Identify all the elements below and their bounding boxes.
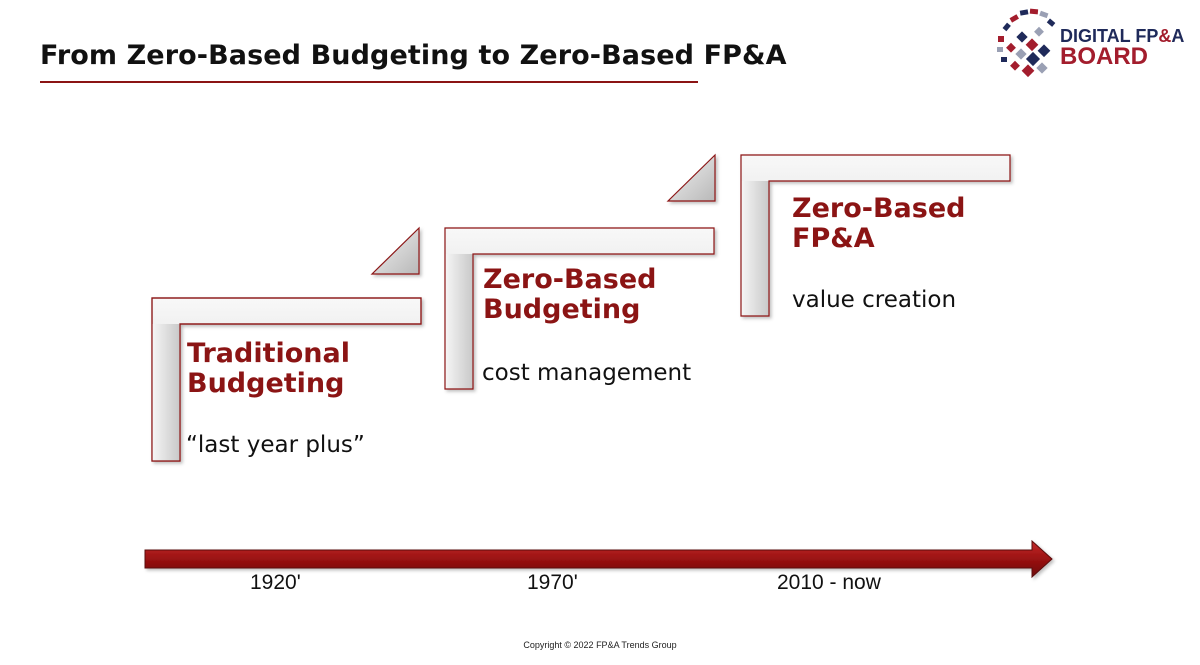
step-zbb-heading: Zero-Based Budgeting	[483, 264, 657, 325]
step-traditional-heading: Traditional Budgeting	[187, 338, 350, 399]
step-traditional-description: “last year plus”	[186, 432, 365, 458]
logo-mark-icon	[997, 8, 1056, 78]
step-zbb-shape	[444, 227, 715, 390]
era-label-1920: 1920'	[250, 571, 301, 594]
step-connector-2	[666, 153, 716, 202]
step-zbb-description: cost management	[482, 360, 692, 386]
step-zbfpa-shape	[740, 154, 1011, 317]
timeline-arrow	[144, 539, 1053, 579]
step-zbfpa-heading: Zero-Based FP&A	[792, 193, 966, 254]
step-connector-1	[370, 226, 420, 275]
step-traditional-shape	[151, 297, 422, 462]
title-underline	[40, 81, 698, 83]
digital-fpa-board-logo: DIGITAL FP&A BOARD	[990, 6, 1190, 80]
copyright-notice: Copyright © 2022 FP&A Trends Group	[523, 640, 677, 650]
era-label-1970: 1970'	[527, 571, 578, 594]
page-title: From Zero-Based Budgeting to Zero-Based …	[40, 40, 787, 71]
era-label-2010-now: 2010 - now	[777, 571, 881, 594]
logo-text-line2: BOARD	[1060, 43, 1148, 70]
step-zbfpa-description: value creation	[792, 287, 957, 313]
logo-text-line1: DIGITAL FP&A	[1060, 26, 1185, 46]
